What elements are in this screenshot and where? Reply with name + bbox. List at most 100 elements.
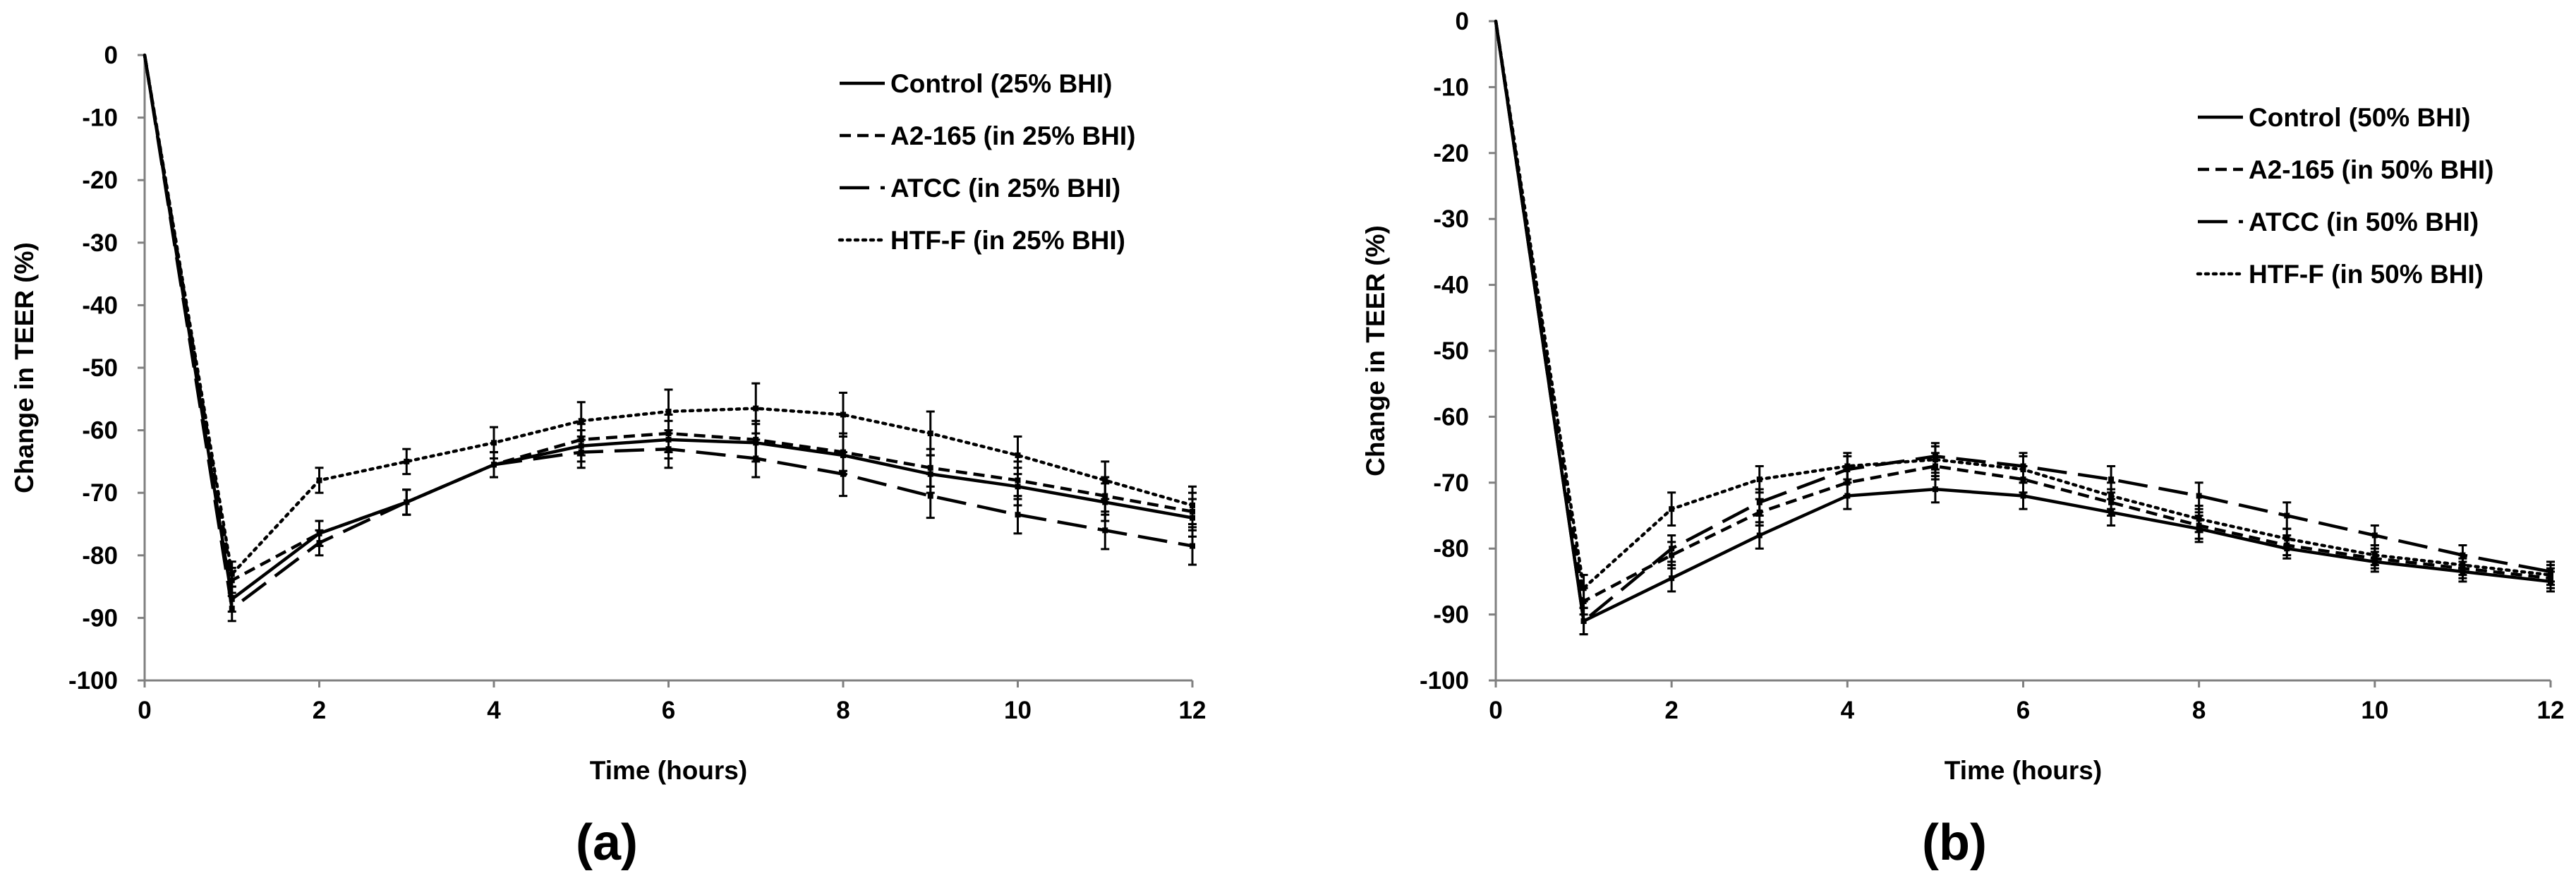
legend-label: ATCC (in 50% BHI) xyxy=(2249,208,2479,236)
error-bar xyxy=(227,594,236,623)
y-axis-label: Change in TEER (%) xyxy=(10,242,39,493)
y-tick-label: -70 xyxy=(82,479,118,507)
x-tick-label: 12 xyxy=(2537,697,2565,724)
error-bar xyxy=(402,488,411,516)
y-tick-label: -30 xyxy=(82,229,118,257)
data-point xyxy=(1669,546,1675,552)
data-point xyxy=(665,409,672,415)
data-point xyxy=(1756,532,1762,539)
error-bar xyxy=(576,401,586,441)
y-tick-label: -50 xyxy=(1433,337,1469,365)
error-bar xyxy=(2107,481,2116,510)
data-point xyxy=(2460,562,2466,568)
y-tick-label: -10 xyxy=(82,104,118,132)
legend-label: A2-165 (in 50% BHI) xyxy=(2249,155,2494,184)
error-bar xyxy=(1188,526,1197,566)
data-point xyxy=(2371,552,2378,558)
error-bar xyxy=(1101,510,1110,551)
data-point xyxy=(578,418,584,424)
legend-item: ATCC (in 50% BHI) xyxy=(2198,208,2479,236)
data-point xyxy=(404,499,410,505)
data-point xyxy=(753,405,759,412)
legend-item: HTF-F (in 50% BHI) xyxy=(2196,260,2484,289)
data-point xyxy=(404,458,410,464)
error-bar xyxy=(2194,504,2203,534)
legend-label: A2-165 (in 25% BHI) xyxy=(890,121,1136,150)
y-tick-label: -80 xyxy=(1433,535,1469,563)
y-tick-label: -60 xyxy=(82,417,118,445)
data-point xyxy=(1190,502,1195,508)
y-tick-label: -90 xyxy=(82,604,118,632)
data-point xyxy=(2371,532,2378,539)
y-tick-label: -30 xyxy=(1433,205,1469,233)
data-point xyxy=(578,449,584,455)
x-axis-label: Time (hours) xyxy=(590,756,747,785)
data-point xyxy=(665,446,672,452)
legend-label: Control (25% BHI) xyxy=(890,69,1113,98)
y-axis-label: Change in TEER (%) xyxy=(1361,225,1390,476)
error-bar xyxy=(1579,606,1588,636)
error-bar xyxy=(490,426,498,459)
data-point xyxy=(1190,543,1195,549)
y-tick-label: -40 xyxy=(82,292,118,319)
data-point xyxy=(1756,476,1762,483)
error-bar xyxy=(1013,435,1022,476)
data-point xyxy=(1669,506,1675,512)
y-tick-label: -20 xyxy=(1433,140,1469,167)
y-tick-label: -10 xyxy=(1433,73,1469,101)
error-bar xyxy=(1579,574,1588,603)
data-point xyxy=(927,464,933,471)
chart-panel-b: 0 -10 -20 -30 -40 -50 -60 -70 -80 -90 -100 0 2 4 6 8 10 1… xyxy=(1361,8,2564,871)
data-point xyxy=(1932,457,1938,463)
data-point xyxy=(1580,618,1587,624)
error-bar xyxy=(1755,464,1764,494)
legend-item: A2-165 (in 25% BHI) xyxy=(840,121,1136,150)
y-tick-label: 0 xyxy=(1456,8,1469,35)
data-point xyxy=(2196,516,2202,522)
error-bar xyxy=(1843,452,1852,481)
legend-label: Control (50% BHI) xyxy=(2249,103,2471,132)
data-point xyxy=(1844,463,1851,469)
legend-item: Control (25% BHI) xyxy=(840,69,1113,98)
y-tick-label: 0 xyxy=(104,42,118,69)
y-tick-label: -40 xyxy=(1433,272,1469,299)
data-point xyxy=(2548,572,2553,578)
y-tick-label: -100 xyxy=(1420,667,1469,695)
series-atcc-in-25-bhi xyxy=(143,54,1197,623)
error-bar xyxy=(839,451,847,498)
data-point xyxy=(840,412,846,418)
error-bar xyxy=(1667,491,1676,527)
x-tick-label: 8 xyxy=(2192,697,2206,724)
data-point xyxy=(491,462,497,468)
error-bar xyxy=(1930,445,1940,474)
x-tick-label: 10 xyxy=(2361,697,2388,724)
x-axis-label: Time (hours) xyxy=(1945,756,2102,785)
legend-item: ATCC (in 25% BHI) xyxy=(840,174,1120,203)
x-tick-label: 0 xyxy=(1489,697,1502,724)
x-tick-label: 12 xyxy=(1179,697,1207,724)
data-point xyxy=(927,431,933,437)
x-tick-label: 10 xyxy=(1004,697,1032,724)
data-point xyxy=(229,606,235,612)
panel-label: (a) xyxy=(576,815,638,871)
error-bar xyxy=(1188,485,1197,525)
error-bar xyxy=(1101,460,1110,500)
x-tick-label: 2 xyxy=(313,697,326,724)
error-bar xyxy=(2282,527,2292,550)
error-bar xyxy=(227,560,236,588)
error-bar xyxy=(751,438,761,479)
error-bar xyxy=(1013,495,1022,535)
data-point xyxy=(1015,477,1021,483)
data-point xyxy=(1015,452,1021,459)
x-tick-label: 8 xyxy=(836,697,849,724)
legend: Control (25% BHI) A2-165 (in 25% BHI) ATCC… xyxy=(837,69,1136,255)
data-point xyxy=(1102,527,1108,534)
error-bar xyxy=(751,382,761,435)
y-tick-label: -50 xyxy=(82,354,118,382)
legend-item: HTF-F (in 25% BHI) xyxy=(837,226,1125,255)
data-point xyxy=(2020,493,2026,499)
data-point xyxy=(1756,499,1762,505)
error-bar xyxy=(2370,544,2379,567)
data-point xyxy=(2108,476,2115,483)
x-tick-label: 6 xyxy=(662,697,675,724)
